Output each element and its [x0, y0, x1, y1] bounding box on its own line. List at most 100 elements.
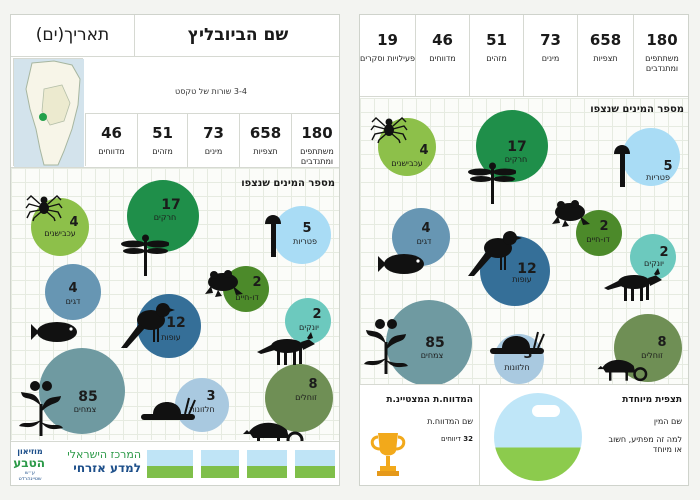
count-plants: 85 — [78, 389, 98, 405]
bubble-snails — [175, 378, 229, 432]
stat-observations: 658 תצפיות — [240, 114, 292, 167]
blitz-name-title: שם הביובליץ — [187, 25, 289, 45]
stat-participants: 180 משתתפים ומתנדבים — [634, 15, 688, 97]
top-reporter-panel: המדווח.ת המצטיינ.ת שם המדווח.ת 32 דיווחי… — [360, 385, 480, 485]
label-fungi: פטריות — [293, 237, 317, 246]
fox-icon — [604, 268, 666, 302]
spider-icon — [25, 190, 63, 222]
logo-line1: המרכז הישראלי — [67, 448, 141, 461]
frog-icon — [203, 266, 245, 298]
label-birds: עופות — [161, 333, 181, 342]
stat-observations: 658 תצפיות — [578, 15, 634, 97]
description-text: 3-4 שורות של טקסט — [175, 87, 247, 96]
bubble-fish — [45, 264, 101, 320]
landscape-thumbnail-3 — [247, 450, 287, 478]
stat-value: 180 — [301, 124, 333, 142]
count-fish: 4 — [421, 221, 431, 236]
israel-map — [13, 58, 84, 167]
mushroom-icon — [612, 138, 632, 188]
logo-line2: למדע אזרחי — [73, 461, 141, 476]
label-mammals: יונקים — [299, 323, 319, 332]
stat-value: 46 — [432, 31, 453, 49]
top-reporter-title: המדווח.ת המצטיינ.ת — [386, 395, 473, 405]
label-reptiles: זוחלים — [641, 351, 663, 360]
label-amphibians: דו-חיים — [235, 293, 259, 302]
landscape-thumbnail-4 — [295, 450, 335, 478]
stat-label: מינים — [204, 147, 223, 156]
count-birds: 12 — [166, 315, 186, 331]
date-label: תאריך(ים) — [11, 15, 135, 57]
landscape-photo-circle — [494, 393, 582, 481]
label-birds: עופות — [512, 275, 532, 284]
stat-identifiers: 51 מזהים — [470, 15, 524, 97]
landscape-thumbnail-2 — [201, 450, 239, 478]
label-fish: דגים — [416, 237, 432, 246]
cloud-icon — [532, 405, 560, 417]
top-reporter-count-row: 32 דיווחים — [403, 435, 473, 443]
bubble-fungi — [273, 206, 331, 264]
top-reporter-name: שם המדווח.ת — [427, 417, 473, 426]
count-fungi: 5 — [302, 221, 312, 236]
stats-row: 19 פעילויות וסקרים 46 מדווחים 51 מזהים 7… — [360, 15, 688, 97]
flower-icon — [364, 318, 408, 374]
label-mammals: יונקים — [644, 259, 664, 268]
species-section-title: מספר המינים שנצפו — [241, 178, 335, 189]
bubble-insects — [127, 180, 199, 252]
stat-label: מדווחים — [429, 54, 456, 63]
count-insects: 17 — [161, 197, 181, 213]
stat-label: תצפיות — [593, 54, 618, 63]
frog-icon — [550, 196, 592, 228]
stat-reporters: 46 מדווחים — [86, 114, 138, 167]
logo-side-top: מוזיאון — [17, 447, 43, 456]
trophy-icon — [368, 429, 408, 479]
dragonfly-icon — [121, 232, 169, 276]
special-observation-title: תצפית מיוחדת — [622, 395, 682, 405]
label-plants: צמחים — [420, 351, 444, 360]
stat-label: מינים — [541, 54, 560, 63]
count-snails: 3 — [206, 389, 216, 404]
stat-reporters: 46 מדווחים — [416, 15, 470, 97]
stat-label: מדווחים — [98, 147, 125, 156]
snail-icon — [490, 328, 546, 358]
stat-value: 73 — [203, 124, 224, 142]
special-species-name: שם המין — [653, 417, 682, 426]
stat-value: 51 — [152, 124, 173, 142]
citizen-science-logo: המרכז הישראלי למדע אזרחי — [45, 448, 141, 476]
label-snails: חלזונות — [504, 363, 530, 372]
label-insects: חרקים — [504, 155, 528, 164]
fish-icon — [31, 318, 81, 344]
bubble-reptiles — [265, 364, 333, 432]
count-plants: 85 — [425, 335, 445, 351]
count-amphibians: 2 — [252, 275, 262, 290]
dragonfly-icon — [468, 160, 516, 204]
spider-icon — [370, 112, 408, 144]
flower-icon — [19, 380, 63, 436]
count-mammals: 2 — [312, 307, 322, 322]
count-birds: 12 — [517, 261, 537, 277]
label-arachnids: עכבישנים — [44, 229, 76, 238]
bubble-mammals — [285, 298, 331, 344]
label-insects: חרקים — [153, 213, 177, 222]
label-amphibians: דו-חיים — [586, 235, 610, 244]
count-reptiles: 8 — [657, 335, 667, 350]
count-snails: 3 — [523, 347, 533, 362]
fish-icon — [378, 250, 428, 276]
label-plants: צמחים — [73, 405, 97, 414]
label-arachnids: עכבישנים — [391, 159, 423, 168]
count-mammals: 2 — [659, 245, 669, 260]
label-fish: דגים — [65, 297, 81, 306]
bottom-panels: המדווח.ת המצטיינ.ת שם המדווח.ת 32 דיווחי… — [360, 384, 688, 485]
stat-value: 658 — [589, 31, 622, 49]
stat-label: משתתפים ומתנדבים — [645, 54, 679, 73]
special-observation-reason: למה זה מפתיע, חשוב או מיוחד — [608, 435, 682, 455]
stat-species: 73 מינים — [524, 15, 578, 97]
species-section-title: מספר המינים שנצפו — [590, 104, 684, 115]
top-reporter-count: 32 — [463, 435, 473, 443]
stat-label: פעילויות וסקרים — [360, 54, 415, 63]
left-infographic-card: תאריך(ים) שם הביובליץ 3-4 שורות של טקסט … — [10, 14, 340, 486]
label-reptiles: זוחלים — [295, 393, 317, 402]
stat-species: 73 מינים — [188, 114, 240, 167]
bubble-mammals — [630, 234, 676, 280]
right-infographic-card: 19 פעילויות וסקרים 46 מדווחים 51 מזהים 7… — [359, 14, 689, 486]
stat-label: מזהים — [152, 147, 173, 156]
